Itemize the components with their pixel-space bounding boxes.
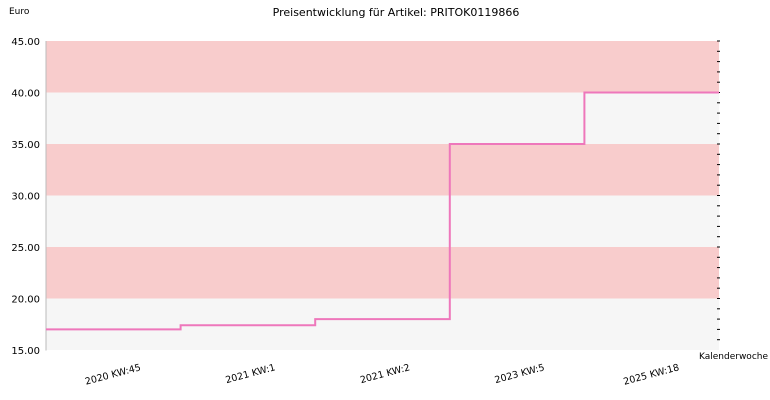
- y-tick-labels: 15.00 20.00 25.00 30.00 35.00 40.00 45.00: [11, 37, 40, 357]
- grid-band: [46, 92, 719, 144]
- y-tick-label: 15.00: [11, 346, 40, 357]
- y-tick-label: 35.00: [11, 140, 40, 151]
- x-category-label: 2023 KW:5: [494, 362, 546, 386]
- series-layer: [46, 91, 719, 331]
- x-axis-label: Kalenderwoche: [699, 352, 768, 362]
- y-axis-unit-label: Euro: [9, 7, 30, 17]
- y-tick-label: 20.00: [11, 295, 40, 306]
- chart-title: Preisentwicklung für Artikel: PRITOK0119…: [273, 6, 520, 19]
- x-category-label: 2021 KW:1: [224, 362, 276, 386]
- grid-band: [46, 41, 719, 93]
- grid-band: [46, 298, 719, 350]
- background-bands: [46, 41, 719, 350]
- grid-band: [46, 247, 719, 299]
- grid-band: [46, 195, 719, 247]
- y-tick-label: 45.00: [11, 37, 40, 48]
- x-category-label: 2025 KW:18: [622, 362, 680, 387]
- series-step-line: [46, 91, 719, 331]
- grid-band: [46, 144, 719, 196]
- x-category-label: 2021 KW:2: [359, 362, 411, 386]
- right-minor-ticks: [45, 40, 720, 351]
- y-tick-label: 30.00: [11, 192, 40, 203]
- y-tick-label: 25.00: [11, 243, 40, 254]
- labels-layer: Preisentwicklung für Artikel: PRITOK0119…: [9, 6, 768, 362]
- y-tick-label: 40.00: [11, 89, 40, 100]
- x-category-label: 2020 KW:45: [84, 362, 142, 387]
- x-category-labels: 2020 KW:45 2021 KW:1 2021 KW:2 2023 KW:5 202…: [84, 362, 681, 387]
